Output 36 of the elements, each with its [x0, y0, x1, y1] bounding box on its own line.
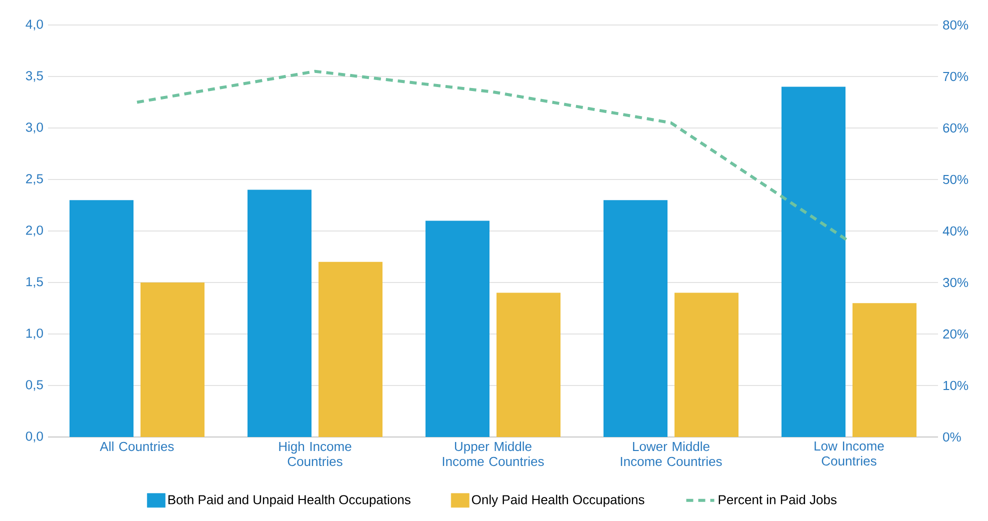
bar: [70, 200, 134, 437]
bar: [140, 282, 205, 437]
y-tick-label: 1,0: [26, 328, 43, 340]
x-tick-label: Upper Middle Income Countries: [442, 442, 544, 466]
x-tick-label: All Countries: [100, 442, 174, 452]
bar: [426, 220, 490, 437]
y-tick-label: 2,5: [26, 174, 43, 185]
bar: [852, 303, 916, 437]
y-tick-label: 3,0: [26, 122, 43, 134]
bar: [496, 292, 561, 437]
y-tick-label: 0,0: [26, 432, 43, 442]
y2-tick-label: 80%: [943, 20, 968, 30]
y2-tick-label: 60%: [943, 123, 968, 133]
x-tick-label: High Income Countries: [279, 442, 352, 466]
legend-label: Both Paid and Unpaid Health Occupations: [168, 494, 410, 507]
bar: [674, 292, 739, 437]
y-tick-label: 2,0: [26, 226, 43, 236]
y2-tick-label: 20%: [943, 329, 968, 339]
bar: [604, 200, 668, 437]
y-tick-label: 0,5: [26, 380, 43, 391]
legend-label: Percent in Paid Jobs: [718, 494, 837, 504]
y2-tick-label: 30%: [943, 278, 968, 288]
x-tick-label: Lower Middle Income Countries: [620, 442, 722, 466]
y2-tick-label: 70%: [943, 72, 968, 82]
y2-tick-label: 50%: [943, 174, 968, 184]
y2-tick-label: 0%: [943, 432, 961, 442]
legend-label: Only Paid Health Occupations: [472, 494, 644, 507]
bar: [782, 86, 846, 437]
bar: [318, 262, 383, 437]
y-tick-label: 1,5: [26, 277, 43, 288]
bar: [248, 190, 312, 437]
y2-tick-label: 40%: [942, 226, 968, 236]
y-tick-label: 4,0: [26, 20, 43, 30]
y2-tick-label: 10%: [944, 380, 968, 390]
x-tick-label: Low Income Countries: [814, 442, 884, 466]
y-tick-label: 3,5: [26, 71, 43, 82]
